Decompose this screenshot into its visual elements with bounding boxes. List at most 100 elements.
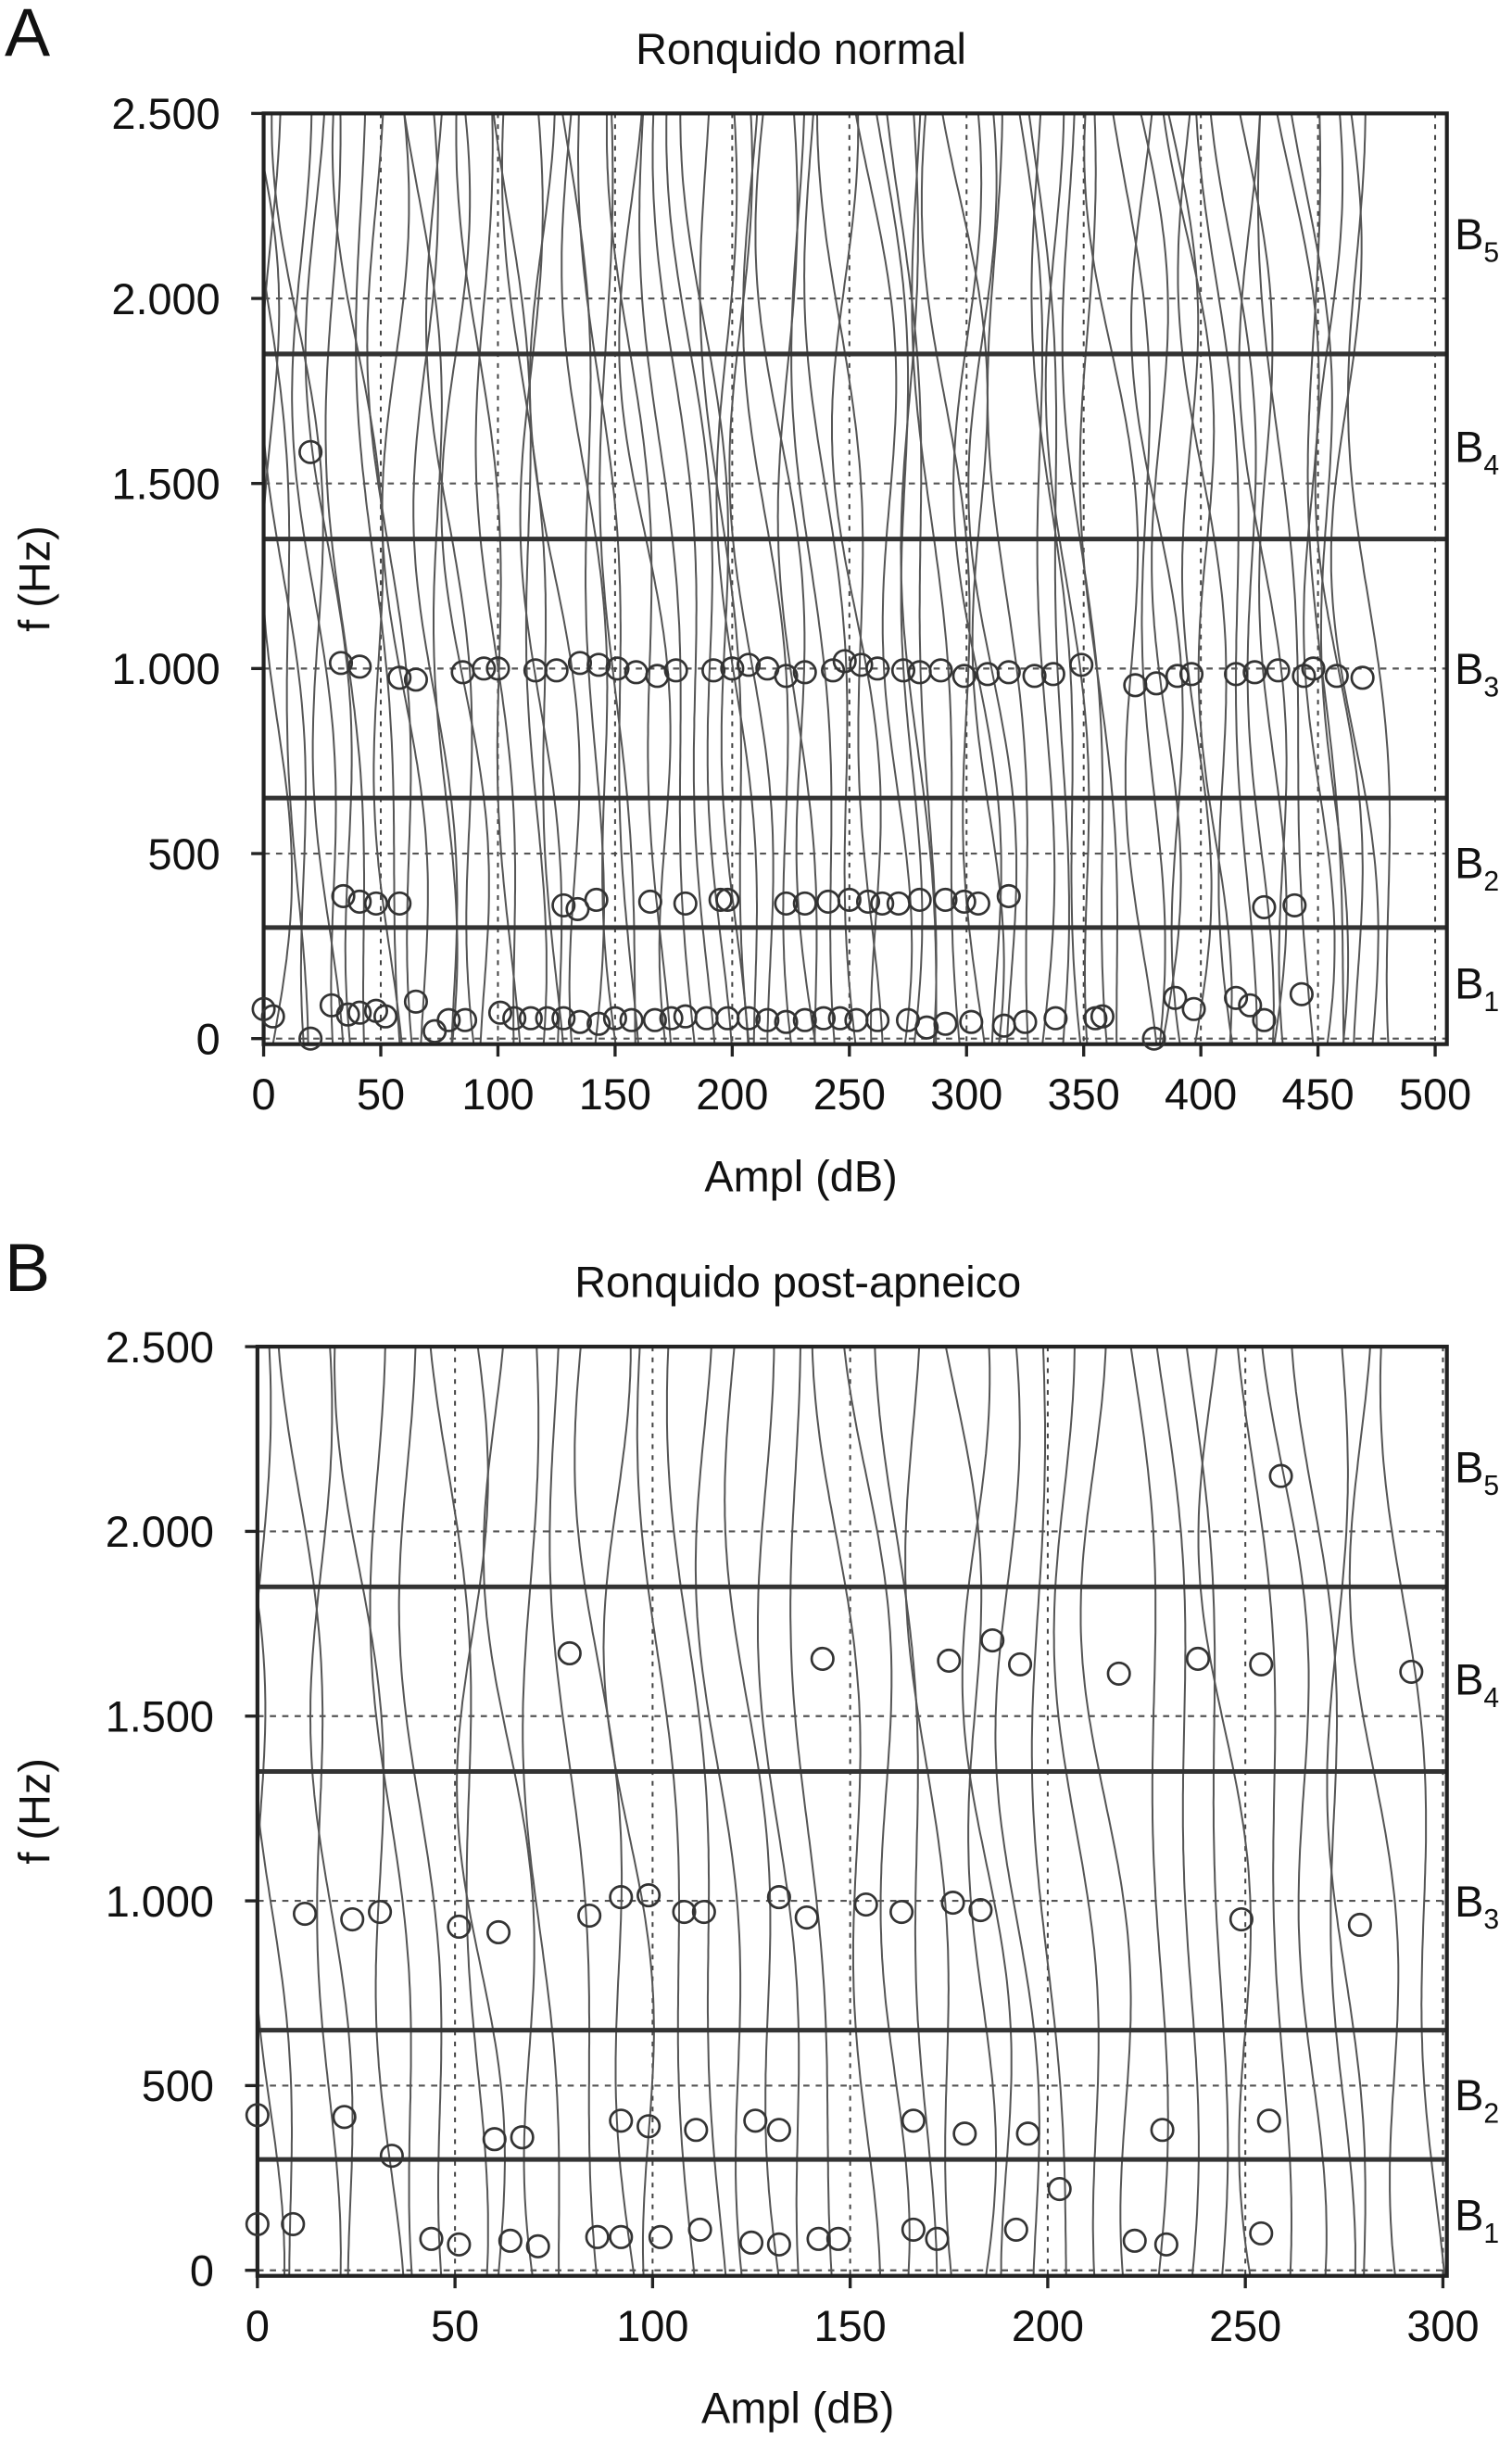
data-point — [472, 656, 497, 681]
band-letter: B — [1455, 960, 1483, 1008]
data-point — [996, 660, 1021, 685]
data-point — [584, 887, 609, 912]
data-point — [1069, 652, 1094, 677]
data-point — [687, 2217, 712, 2242]
data-point — [1347, 1912, 1372, 1938]
spectrum-curve — [789, 1347, 833, 2276]
spectrum-curve — [528, 113, 581, 1044]
data-point — [1224, 662, 1249, 687]
spectrum-curve — [456, 1347, 507, 2276]
spectrum-curve — [271, 113, 345, 1044]
data-point — [487, 1000, 513, 1025]
y-tick-label: 1.000 — [111, 645, 220, 693]
spectrum-curve — [1052, 1347, 1100, 2276]
spectrum-curve — [1018, 113, 1056, 1044]
data-point — [1249, 2221, 1274, 2246]
y-tick-label: 1.500 — [106, 1692, 214, 1740]
data-point — [684, 2118, 709, 2143]
plot-frame — [255, 1344, 1449, 2278]
data-point — [1047, 2176, 1072, 2202]
spectrum-curve — [263, 113, 307, 1044]
data-point — [951, 889, 976, 914]
data-point — [691, 1899, 716, 1925]
data-point — [1301, 656, 1326, 681]
x-tick-label: 200 — [1012, 2302, 1084, 2350]
data-point — [855, 889, 881, 914]
data-point — [694, 1006, 719, 1031]
x-tick-label: 150 — [814, 2302, 887, 2350]
data-point — [609, 2108, 634, 2133]
spectrum-curve — [412, 113, 459, 1044]
data-point — [368, 1899, 393, 1925]
spectrum-curve — [1236, 1347, 1292, 2276]
spectrum-curve — [257, 1593, 285, 2276]
data-point — [937, 1648, 962, 1673]
spectrum-curve — [1239, 113, 1288, 1044]
data-point — [379, 2144, 404, 2169]
data-point — [245, 2103, 270, 2128]
band-subscript: 4 — [1483, 1683, 1499, 1714]
spectrum-curve — [1256, 113, 1315, 1044]
data-point — [1350, 665, 1375, 690]
band-subscript: 3 — [1483, 672, 1499, 702]
spectrum-curve — [1112, 113, 1166, 1044]
data-point — [447, 2232, 472, 2257]
data-point — [551, 892, 576, 917]
data-point — [672, 1899, 697, 1925]
data-point — [1163, 985, 1188, 1010]
spectrum-curve — [636, 1347, 696, 2276]
panel-label: B — [5, 1229, 50, 1306]
x-tick-label: 0 — [246, 2302, 270, 2350]
data-point — [965, 891, 990, 916]
x-tick-label: 500 — [1399, 1070, 1471, 1119]
data-point — [865, 1007, 890, 1032]
band-label: B2 — [1455, 2071, 1499, 2129]
data-point — [328, 651, 354, 676]
data-point — [373, 1004, 398, 1029]
spectrum-curve — [811, 1347, 882, 2276]
spectrum-curve — [605, 113, 673, 1044]
spectrum-curve — [474, 113, 517, 1044]
data-point — [901, 2217, 926, 2242]
data-point — [340, 1906, 365, 1932]
spectrum-curve — [1130, 113, 1184, 1044]
band-subscript: 2 — [1483, 2099, 1499, 2130]
data-point — [901, 2108, 926, 2133]
data-point — [1040, 662, 1065, 687]
data-point — [1141, 1026, 1166, 1051]
band-letter: B — [1455, 840, 1483, 888]
spectrum-curve — [904, 1347, 952, 2276]
x-tick-label: 100 — [461, 1070, 534, 1119]
data-point — [637, 889, 662, 914]
data-point — [928, 658, 953, 683]
band-label: B1 — [1455, 960, 1499, 1018]
band-letter: B — [1455, 210, 1483, 259]
spectrum-curve — [1030, 1347, 1067, 2276]
spectra — [263, 113, 1392, 1044]
band-label: B5 — [1455, 210, 1499, 268]
data-point — [889, 1899, 914, 1925]
spectrum-curve — [1306, 113, 1345, 1044]
data-point — [535, 1006, 560, 1031]
data-point — [298, 1026, 323, 1051]
spectrum-curve — [900, 113, 938, 1044]
x-tick-label: 250 — [1209, 2302, 1281, 2350]
spectrum-curve — [1348, 1347, 1400, 2276]
spectrum-curve — [1177, 113, 1234, 1044]
spectrum-curve — [911, 113, 961, 1044]
data-point — [422, 1019, 447, 1044]
data-point — [837, 887, 862, 912]
data-point — [766, 2118, 791, 2143]
data-point — [1165, 664, 1190, 689]
spectrum-curve — [1195, 113, 1258, 1044]
band-letter: B — [1455, 645, 1483, 693]
band-subscript: 1 — [1483, 2219, 1499, 2249]
data-point — [1224, 985, 1249, 1010]
data-point — [766, 2232, 791, 2257]
data-point — [865, 656, 890, 681]
spectrum-curve — [334, 1347, 405, 2276]
x-tick-label: 0 — [252, 1070, 276, 1119]
data-point — [1007, 1651, 1033, 1677]
spectrum-curve — [492, 113, 548, 1044]
